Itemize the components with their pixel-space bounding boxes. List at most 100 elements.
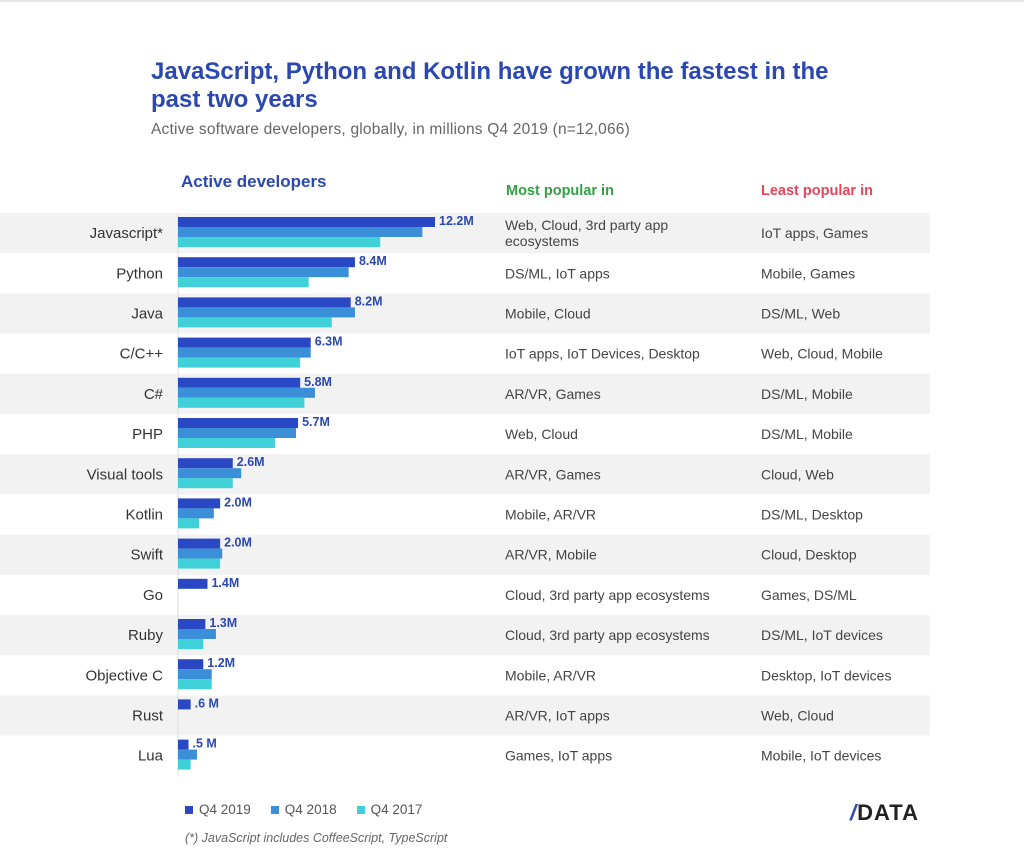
value-label: 8.2M — [355, 294, 383, 308]
bar-q4-2017 — [178, 357, 301, 368]
category-label: Go — [143, 587, 163, 604]
legend-label-q2019: Q4 2019 — [199, 802, 251, 817]
bar-q4-2019 — [178, 699, 191, 710]
least-popular-cell: Web, Cloud — [761, 708, 834, 724]
row-stripe — [0, 534, 930, 575]
bar-q4-2017 — [178, 679, 212, 690]
least-popular-cell: Web, Cloud, Mobile — [761, 346, 883, 362]
bar-q4-2017 — [178, 558, 221, 569]
bar-q4-2019 — [178, 377, 301, 388]
chart-subtitle: Active software developers, globally, in… — [151, 121, 630, 138]
top-divider — [0, 0, 1024, 2]
most-popular-cell: DS/ML, IoT apps — [505, 265, 610, 281]
value-label: 2.0M — [224, 536, 252, 550]
bar-q4-2018 — [178, 669, 212, 680]
legend-label-q2017: Q4 2017 — [370, 802, 423, 817]
bar-q4-2018 — [178, 227, 423, 237]
bar-q4-2018 — [178, 387, 315, 398]
bar-q4-2019 — [178, 458, 233, 469]
least-popular-cell: Desktop, IoT devices — [761, 667, 891, 683]
bar-q4-2018 — [178, 267, 349, 278]
bar-q4-2018 — [178, 629, 216, 639]
category-label: Visual tools — [87, 466, 163, 483]
value-label: 12.2M — [439, 214, 474, 228]
least-popular-cell: Cloud, Desktop — [761, 547, 857, 563]
category-label: Rust — [132, 708, 164, 725]
least-popular-cell: DS/ML, Mobile — [761, 386, 853, 402]
bar-q4-2019 — [178, 498, 221, 509]
bar-q4-2018 — [178, 428, 296, 438]
most-popular-header: Most popular in — [506, 183, 614, 199]
category-label: C# — [144, 386, 164, 403]
row-stripe — [0, 615, 930, 656]
most-popular-cell: Web, Cloud, 3rd party app — [505, 217, 668, 233]
bar-q4-2017 — [178, 277, 309, 288]
most-popular-cell: AR/VR, Games — [505, 466, 601, 482]
category-label: Javascript* — [90, 225, 164, 242]
category-label: PHP — [132, 426, 163, 443]
bar-q4-2017 — [178, 639, 204, 649]
most-popular-cell: AR/VR, Mobile — [505, 547, 597, 563]
least-popular-cell: DS/ML, Web — [761, 306, 840, 322]
bar-q4-2018 — [178, 508, 214, 519]
category-label: Swift — [130, 547, 163, 564]
row-stripe — [0, 293, 930, 334]
data-logo: /DATA — [850, 800, 919, 826]
least-popular-cell: Mobile, IoT devices — [761, 748, 881, 764]
bar-q4-2018 — [178, 307, 355, 318]
value-label: 5.7M — [302, 415, 330, 429]
bar-q4-2019 — [178, 739, 189, 750]
value-label: 8.4M — [359, 254, 387, 268]
most-popular-cell: Mobile, AR/VR — [505, 667, 596, 683]
row-stripe — [0, 213, 930, 254]
least-popular-cell: Cloud, Web — [761, 466, 834, 482]
bar-q4-2018 — [178, 749, 197, 760]
bar-q4-2019 — [178, 217, 435, 227]
bar-q4-2018 — [178, 347, 311, 358]
least-popular-cell: IoT apps, Games — [761, 225, 868, 241]
least-popular-cell: DS/ML, IoT devices — [761, 627, 883, 643]
bar-q4-2019 — [178, 659, 204, 670]
active-developers-header: Active developers — [181, 172, 327, 191]
row-stripe — [0, 373, 930, 414]
legend-swatch-q2018 — [270, 805, 279, 814]
footnote: (*) JavaScript includes CoffeeScript, Ty… — [185, 831, 448, 845]
least-popular-cell: DS/ML, Mobile — [761, 426, 853, 442]
category-label: Kotlin — [125, 507, 163, 524]
most-popular-cell: Cloud, 3rd party app ecosystems — [505, 627, 710, 643]
bar-q4-2019 — [178, 619, 206, 629]
value-label: 6.3M — [315, 335, 343, 349]
most-popular-cell: Mobile, AR/VR — [505, 507, 596, 523]
row-stripe — [0, 695, 930, 736]
bar-q4-2018 — [178, 468, 242, 479]
bar-q4-2017 — [178, 237, 381, 247]
chart-title: JavaScript, Python and Kotlin have grown… — [151, 58, 829, 113]
most-popular-cell: Games, IoT apps — [505, 748, 612, 764]
legend-label-q2018: Q4 2018 — [284, 802, 337, 817]
least-popular-cell: Games, DS/ML — [761, 587, 857, 603]
bar-q4-2017 — [178, 759, 191, 770]
least-popular-cell: DS/ML, Desktop — [761, 507, 863, 523]
value-label: 2.0M — [224, 495, 252, 509]
category-label: Java — [131, 306, 163, 323]
value-label: 5.8M — [304, 375, 332, 389]
value-label: 1.2M — [207, 656, 235, 670]
most-popular-cell: AR/VR, IoT apps — [505, 708, 610, 724]
legend-item-q2017: Q4 2017 — [356, 802, 423, 817]
least-popular-cell: Mobile, Games — [761, 265, 855, 281]
most-popular-cell: Cloud, 3rd party app ecosystems — [505, 587, 710, 603]
legend-swatch-q2017 — [356, 805, 365, 814]
category-label: Ruby — [128, 627, 164, 644]
category-label: Objective C — [85, 667, 163, 684]
category-label: C/C++ — [120, 346, 164, 363]
most-popular-cell: IoT apps, IoT Devices, Desktop — [505, 346, 700, 362]
logo-slash: / — [850, 800, 858, 825]
least-popular-header: Least popular in — [761, 183, 873, 199]
bar-chart: Javascript* 12.2M Web, Cloud, 3rd party ap… — [0, 213, 930, 776]
legend: Q4 2019 Q4 2018 Q4 2017 — [185, 802, 422, 817]
value-label: 2.6M — [237, 455, 265, 469]
category-label: Python — [116, 265, 163, 282]
most-popular-cell-cont: ecosystems — [505, 233, 579, 249]
legend-swatch-q2019 — [185, 805, 193, 814]
legend-item-q2018: Q4 2018 — [270, 802, 337, 817]
